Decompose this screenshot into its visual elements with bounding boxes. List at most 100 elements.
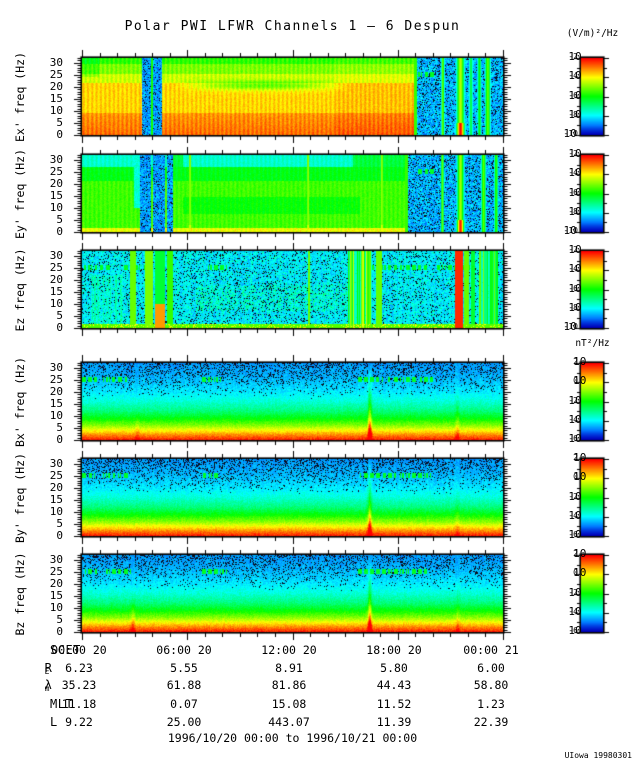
freq-tick-label: 30 (49, 552, 63, 566)
table-value: 58.80 (473, 678, 509, 692)
colorbar-tick-label: 10 -6 (534, 624, 582, 640)
colorbar-tick-base: 10 (563, 127, 577, 140)
colorbar-tick-label: 10 -6 (534, 528, 582, 544)
freq-tick-label: 25 (49, 564, 63, 578)
row-label-subscript: E (44, 667, 50, 676)
freq-tick-label: 30 (49, 55, 63, 69)
scet-time-label: 00:00 21 (463, 643, 519, 657)
colorbar-tick-base: 10 (568, 69, 582, 83)
colorbar-tick-base: 10 (568, 300, 582, 314)
table-value: 5.80 (380, 661, 408, 675)
colorbar-tick-base: 10 (563, 320, 577, 333)
table-value: 35.23 (61, 678, 97, 692)
colorbar-tick-exponent: 2 (573, 357, 578, 366)
freq-tick-label: 15 (49, 492, 63, 506)
colorbar-tick-label: 10 -2 (534, 244, 581, 259)
colorbar-tick-base: 10 (568, 185, 582, 199)
colorbar-tick-label: 10 0 (534, 471, 586, 486)
table-value: 25.00 (166, 715, 202, 729)
row-label-text: MLT (50, 697, 74, 711)
colorbar-tick-label: 10 0 (534, 567, 586, 582)
colorbar-tick-exponent: -2 (568, 491, 578, 501)
freq-tick-label: 0 (56, 321, 63, 334)
table-value: 6.00 (477, 661, 505, 675)
freq-tick-label: 5 (56, 308, 63, 322)
colorbar-tick-label: 10 -6 (534, 432, 582, 448)
row-label-text: R (44, 661, 53, 675)
colorbar-tick-exponent: 0 (573, 568, 578, 578)
colorbar-tick-label: 10 -4 (534, 262, 582, 278)
freq-tick-label: 10 (49, 103, 63, 117)
colorbar-tick-exponent: 0 (573, 376, 578, 386)
colorbar-tick-base: 10 (573, 355, 587, 368)
colorbar-tick-base: 10 (568, 281, 582, 295)
colorbar-tick-base: 10 (568, 147, 582, 160)
colorbar-tick-base: 10 (568, 107, 582, 121)
colorbar-tick-exponent: -6 (568, 187, 578, 197)
colorbar-tick-exponent: -4 (568, 71, 578, 81)
freq-tick-label: 25 (49, 372, 63, 386)
colorbar-tick-base: 10 (568, 585, 582, 599)
freq-tick-label: 0 (56, 128, 63, 141)
colorbar-tick-base: 10 (568, 166, 582, 180)
colorbar-tick-base: 10 (568, 508, 582, 522)
colorbar-tick-exponent: -8 (568, 302, 578, 312)
table-value: 0.07 (170, 697, 198, 711)
freq-tick-label: 30 (49, 248, 63, 262)
electric-colorbar-unit-label: (V/m)²/Hz (566, 28, 619, 39)
freq-tick-label: 0 (56, 625, 63, 638)
colorbar-tick-exponent: -2 (568, 395, 578, 405)
freq-tick-label: 10 (49, 296, 63, 310)
colorbar-tick-base: 10 (568, 528, 582, 541)
freq-tick-label: 10 (49, 200, 63, 214)
freq-tick-label: 10 (49, 600, 63, 614)
freq-tick-label: 25 (49, 164, 63, 178)
row-label-subscript: m (44, 684, 50, 693)
colorbar-tick-base: 10 (568, 262, 582, 276)
colorbar-tick-label: 10 -4 (534, 166, 582, 182)
freq-tick-label: 15 (49, 284, 63, 298)
table-value: 9.22 (65, 715, 93, 729)
colorbar-tick-exponent: -10 (563, 129, 578, 138)
freq-tick-label: 25 (49, 260, 63, 274)
table-value: 44.43 (376, 678, 412, 692)
colorbar-tick-base: 10 (568, 604, 582, 618)
panel-ylabel-ez: Ez freq (Hz) (13, 247, 27, 332)
colorbar-tick-label: 10 -2 (534, 489, 582, 506)
freq-tick-label: 5 (56, 115, 63, 129)
freq-tick-label: 15 (49, 396, 63, 410)
freq-tick-label: 5 (56, 516, 63, 530)
colorbar-tick-base: 10 (568, 489, 582, 503)
colorbar-tick-exponent: -2 (568, 587, 578, 597)
colorbar-tick-base: 10 (568, 432, 582, 445)
colorbar-tick-base: 10 (573, 547, 587, 560)
colorbar-tick-base: 10 (563, 224, 577, 237)
colorbar-tick-exponent: -8 (568, 109, 578, 119)
freq-tick-label: 15 (49, 91, 63, 105)
colorbar-tick-label: 10 -2 (534, 585, 582, 602)
colorbar-tick-label: 10 -6 (534, 281, 582, 298)
colorbar-tick-label: 10 -4 (534, 604, 582, 621)
table-value: 1.23 (477, 697, 505, 711)
magnetic-colorbar-unit-label: nT²/Hz (575, 338, 610, 349)
colorbar-tick-label: 10 2 (534, 356, 586, 371)
colorbar-tick-base: 10 (573, 566, 587, 580)
colorbar-tick-label: 10 -2 (534, 147, 582, 163)
row-label-text: λ (44, 678, 53, 692)
colorbar-tick-label: 10 -6 (534, 88, 582, 105)
colorbar-tick-exponent: -6 (568, 90, 578, 100)
credit-label: UIowa 19980301 (564, 751, 632, 760)
scet-time-label: 12:00 20 (261, 643, 317, 657)
colorbar-tick-base: 10 (568, 393, 582, 407)
colorbar-tick-label: 10 2 (534, 452, 586, 467)
colorbar-tick-base: 10 (568, 88, 582, 102)
colorbar-tick-base: 10 (568, 624, 582, 637)
colorbar-tick-exponent: -4 (568, 510, 578, 520)
colorbar-tick-exponent: -6 (568, 434, 578, 443)
table-value: 8.91 (275, 661, 303, 675)
colorbar-tick-exponent: -4 (568, 264, 578, 274)
